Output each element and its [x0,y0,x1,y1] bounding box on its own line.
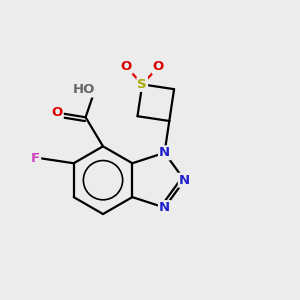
Text: O: O [153,60,164,73]
Text: F: F [31,152,40,165]
Text: N: N [179,174,190,187]
Text: N: N [159,146,170,159]
Text: N: N [159,201,170,214]
Text: HO: HO [73,83,95,97]
Text: O: O [121,60,132,73]
Text: O: O [52,106,63,119]
Text: S: S [137,78,147,91]
